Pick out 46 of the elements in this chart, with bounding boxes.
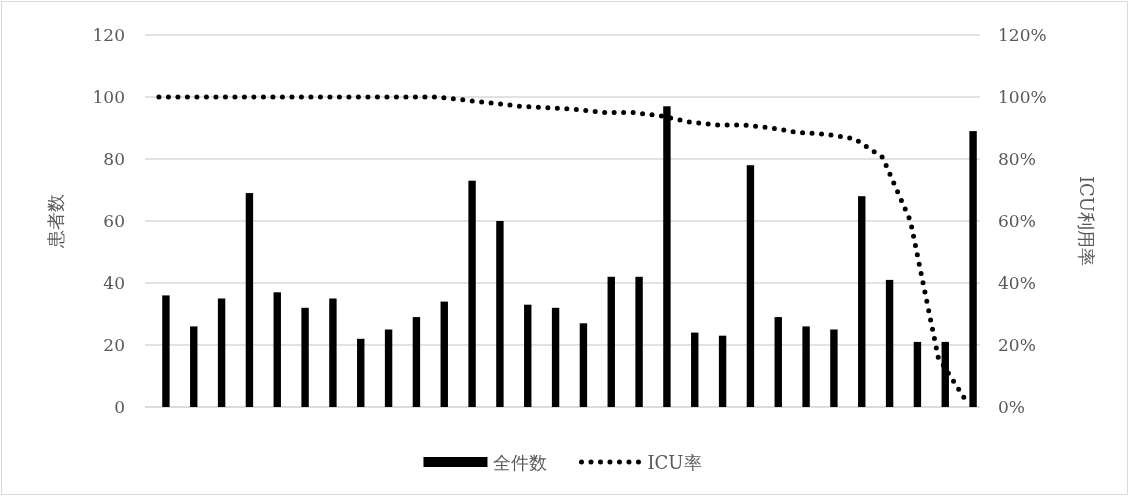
y2-tick-label: 80% (998, 149, 1036, 169)
y-tick-label: 0 (114, 397, 125, 417)
bar (774, 317, 782, 407)
bar (273, 292, 281, 407)
y2-tick-label: 60% (998, 211, 1036, 231)
y2-tick-label: 100% (998, 87, 1047, 107)
bar (635, 276, 643, 407)
bar (524, 304, 532, 407)
y2-tick-label: 0% (998, 397, 1025, 417)
bar (858, 196, 866, 407)
bar (746, 165, 755, 407)
bar (496, 221, 504, 407)
y-tick-label: 80 (103, 149, 125, 169)
bar (969, 131, 977, 407)
bar (412, 317, 421, 407)
y-tick-label: 40 (103, 273, 125, 293)
bar (357, 338, 365, 407)
y2-axis-title: ICU利用率 (1076, 175, 1097, 267)
y-tick-label: 120 (92, 25, 125, 45)
bar (329, 298, 337, 407)
bar (607, 276, 615, 407)
bar (885, 279, 894, 407)
bar (551, 307, 560, 407)
bar (217, 298, 226, 407)
bar (384, 329, 393, 407)
bar (440, 301, 448, 407)
y-axis-title: 患者数 (45, 194, 66, 249)
bar (830, 329, 838, 407)
y2-tick-label: 40% (998, 273, 1036, 293)
y-tick-label: 20 (103, 335, 125, 355)
bar (691, 332, 699, 407)
bar (245, 193, 254, 407)
y-tick-label: 60 (103, 211, 125, 231)
y-tick-label: 100 (92, 87, 125, 107)
bar (190, 326, 198, 407)
bar (301, 307, 309, 407)
bar (579, 323, 588, 407)
y2-tick-label: 20% (998, 335, 1036, 355)
bar (162, 295, 170, 407)
bar (913, 341, 922, 407)
legend-label: ICU率 (647, 452, 702, 473)
bar (718, 335, 727, 407)
bar (468, 180, 476, 407)
legend-label: 全件数 (493, 452, 548, 473)
y2-tick-label: 120% (998, 25, 1047, 45)
bar (802, 326, 810, 407)
